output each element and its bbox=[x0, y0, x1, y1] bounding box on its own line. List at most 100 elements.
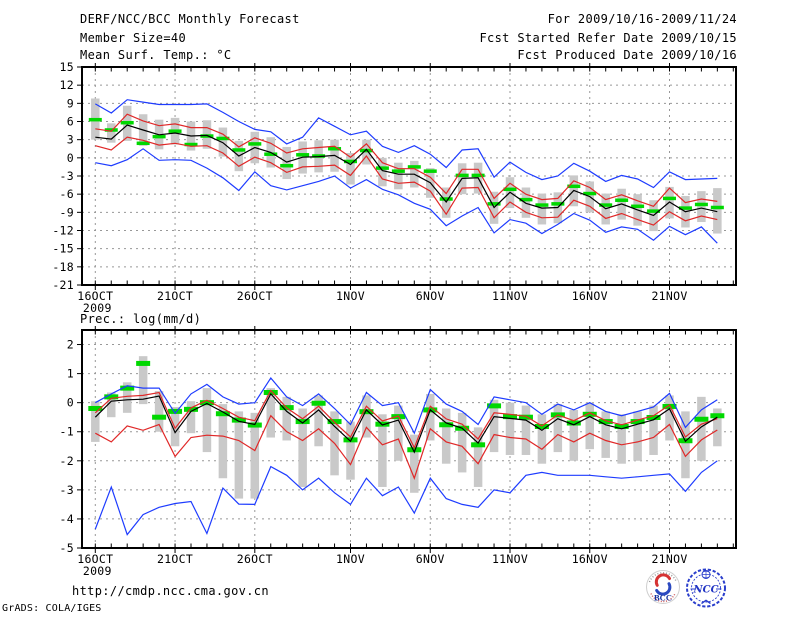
spread-bar bbox=[426, 393, 435, 441]
y-tick-label: 6 bbox=[67, 115, 74, 129]
bcc-logo-ring bbox=[646, 570, 680, 604]
ncc-logo-label: NCC bbox=[692, 585, 718, 596]
x-tick-label: 16NOV bbox=[572, 289, 608, 303]
series-blue-upper bbox=[95, 99, 718, 189]
obs-dash bbox=[631, 204, 645, 209]
spread-bar bbox=[569, 409, 579, 461]
obs-dash bbox=[582, 411, 597, 417]
obs-dash bbox=[647, 209, 661, 213]
forecast-range-label: For 2009/10/16-2009/11/24 bbox=[547, 12, 737, 26]
obs-dash bbox=[359, 148, 373, 153]
obs-dash bbox=[598, 419, 613, 425]
series-red-lower bbox=[95, 136, 718, 226]
spread-bar bbox=[601, 411, 610, 458]
obs-dash bbox=[630, 419, 645, 425]
obs-dash bbox=[152, 134, 166, 139]
obs-dash bbox=[503, 414, 517, 420]
obs-dash bbox=[88, 405, 103, 411]
obs-dash bbox=[519, 197, 533, 202]
obs-dash bbox=[120, 385, 135, 391]
obs-dash bbox=[471, 442, 486, 448]
x-tick-label: 11NOV bbox=[492, 552, 528, 566]
spread-bar bbox=[266, 388, 275, 438]
x-tick-label: 11NOV bbox=[492, 289, 528, 303]
x-tick-label: 6NOV bbox=[416, 552, 445, 566]
y-tick-label: -3 bbox=[60, 169, 74, 183]
obs-dash bbox=[487, 403, 502, 409]
spread-bar bbox=[218, 404, 228, 479]
x-tick-sublabel: 2009 bbox=[83, 564, 112, 578]
y-tick-label: 9 bbox=[67, 96, 74, 110]
y-tick-label: 3 bbox=[67, 133, 74, 147]
x-tick-label: 1NOV bbox=[336, 552, 365, 566]
member-size-label: Member Size=40 bbox=[80, 31, 187, 45]
obs-dash bbox=[439, 422, 454, 428]
spread-bar bbox=[665, 395, 674, 441]
obs-dash bbox=[567, 184, 581, 189]
spread-bar bbox=[649, 405, 658, 455]
obs-dash bbox=[136, 141, 150, 146]
obs-dash bbox=[599, 203, 613, 207]
bcc-ring-text-bottom bbox=[650, 593, 676, 603]
obs-dash bbox=[295, 419, 310, 425]
spread-bar bbox=[713, 408, 722, 447]
spread-bar bbox=[234, 411, 244, 499]
obs-dash bbox=[375, 166, 389, 170]
obs-dash bbox=[311, 400, 326, 406]
spread-bar bbox=[346, 152, 355, 185]
series-red-upper bbox=[95, 113, 718, 207]
spread-bar bbox=[537, 414, 547, 464]
y-tick-label: 1 bbox=[67, 367, 74, 381]
spread-bar bbox=[585, 402, 594, 450]
obs-dash bbox=[104, 128, 118, 132]
x-tick-label: 16OCT bbox=[77, 289, 113, 303]
source-url: http://cmdp.ncc.cma.gov.cn bbox=[72, 584, 269, 598]
spread-bar bbox=[282, 396, 291, 441]
spread-bar bbox=[617, 414, 626, 464]
bcc-logo: BCC bbox=[646, 570, 680, 604]
obs-dash bbox=[455, 173, 469, 178]
obs-dash bbox=[328, 147, 342, 151]
spread-bar bbox=[505, 402, 515, 455]
page-title: DERF/NCC/BCC Monthly Forecast bbox=[80, 12, 300, 26]
spread-bar bbox=[473, 427, 483, 487]
obs-dash bbox=[231, 417, 246, 423]
y-tick-label: 0 bbox=[67, 151, 74, 165]
y-tick-label: -21 bbox=[52, 278, 74, 292]
bcc-swirl-red bbox=[654, 573, 671, 587]
spread-bar bbox=[298, 408, 307, 487]
spread-bar bbox=[633, 411, 642, 461]
ncc-logo: NCC bbox=[686, 568, 726, 608]
spread-bar bbox=[553, 404, 563, 453]
spread-bar bbox=[154, 391, 164, 432]
obs-dash bbox=[232, 148, 246, 152]
y-tick-label: -2 bbox=[60, 454, 74, 468]
obs-dash bbox=[152, 414, 167, 420]
obs-dash bbox=[391, 169, 405, 173]
obs-dash bbox=[487, 202, 501, 206]
obs-dash bbox=[710, 413, 725, 419]
spread-bar bbox=[681, 411, 690, 479]
obs-dash bbox=[694, 416, 709, 422]
series-red-lower bbox=[95, 414, 718, 480]
x-tick-label: 21NOV bbox=[651, 552, 687, 566]
spread-bar bbox=[186, 401, 196, 434]
spread-bar bbox=[202, 388, 212, 453]
obs-dash bbox=[136, 360, 151, 366]
y-tick-label: -3 bbox=[60, 483, 74, 497]
fcst-produced-label: Fcst Produced Date 2009/10/16 bbox=[517, 48, 737, 62]
y-tick-label: -15 bbox=[52, 242, 74, 256]
spread-bar bbox=[91, 401, 100, 442]
series-blue-lower bbox=[94, 460, 718, 536]
obs-dash bbox=[678, 206, 692, 210]
spread-bar bbox=[489, 399, 499, 453]
x-tick-label: 21OCT bbox=[157, 289, 193, 303]
obs-dash bbox=[583, 191, 597, 196]
obs-dash bbox=[663, 196, 676, 201]
obs-dash bbox=[199, 400, 214, 406]
obs-dash bbox=[263, 389, 278, 395]
bcc-ring-text-top bbox=[648, 572, 678, 583]
